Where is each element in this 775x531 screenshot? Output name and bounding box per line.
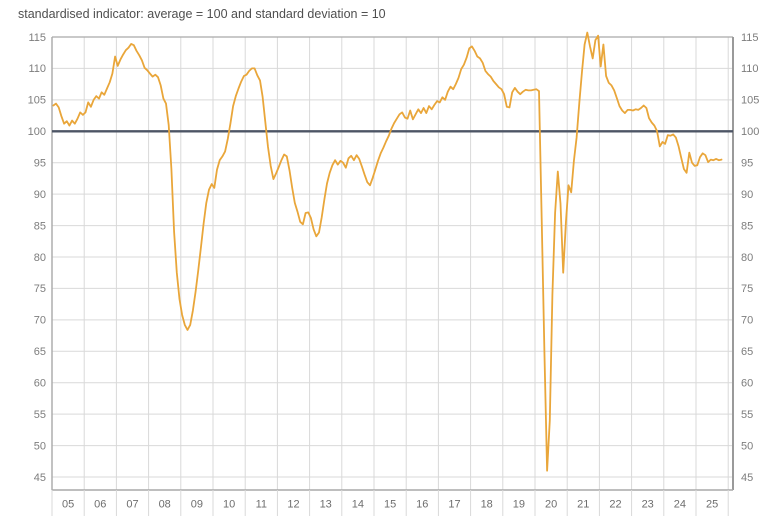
y-axis-tick-label-right: 80 xyxy=(741,252,753,264)
y-axis-tick-label-left: 110 xyxy=(28,63,46,75)
y-axis-tick-label-right: 115 xyxy=(741,32,759,44)
y-axis-tick-label-left: 115 xyxy=(28,32,46,44)
y-axis-tick-label-right: 95 xyxy=(741,158,753,170)
y-axis-tick-label-right: 50 xyxy=(741,440,753,452)
x-axis-tick-label: 12 xyxy=(287,499,299,511)
y-axis-tick-label-left: 90 xyxy=(34,189,46,201)
x-axis-tick-label: 17 xyxy=(448,499,460,511)
x-axis-tick-label: 24 xyxy=(674,499,686,511)
x-axis-tick-label: 22 xyxy=(609,499,621,511)
x-axis-tick-label: 06 xyxy=(94,499,106,511)
x-axis-tick-label: 19 xyxy=(513,499,525,511)
y-axis-tick-label-left: 55 xyxy=(34,409,46,421)
x-axis-tick-label: 05 xyxy=(62,499,74,511)
x-axis-tick-label: 21 xyxy=(577,499,589,511)
y-axis-tick-label-left: 70 xyxy=(34,315,46,327)
x-axis-tick-label: 18 xyxy=(481,499,493,511)
y-axis-tick-label-right: 55 xyxy=(741,409,753,421)
y-axis-tick-label-left: 80 xyxy=(34,252,46,264)
y-axis-tick-label-right: 100 xyxy=(741,126,759,138)
x-axis-tick-label: 08 xyxy=(159,499,171,511)
y-axis-tick-label-left: 65 xyxy=(34,346,46,358)
x-axis-tick-label: 07 xyxy=(126,499,138,511)
x-axis-tick-label: 13 xyxy=(320,499,332,511)
y-axis-tick-label-right: 65 xyxy=(741,346,753,358)
x-axis-tick-label: 09 xyxy=(191,499,203,511)
y-axis-tick-label-right: 90 xyxy=(741,189,753,201)
y-axis-tick-label-right: 75 xyxy=(741,283,753,295)
indicator-series-line xyxy=(52,31,723,472)
y-axis-tick-label-left: 85 xyxy=(34,220,46,232)
x-axis-tick-label: 25 xyxy=(706,499,718,511)
y-axis-tick-label-left: 105 xyxy=(28,95,46,107)
chart-title: standardised indicator: average = 100 an… xyxy=(18,7,386,21)
y-axis-tick-label-left: 100 xyxy=(28,126,46,138)
x-axis-tick-label: 15 xyxy=(384,499,396,511)
y-axis-tick-label-right: 70 xyxy=(741,315,753,327)
x-axis-tick-label: 23 xyxy=(642,499,654,511)
y-axis-tick-label-left: 50 xyxy=(34,440,46,452)
y-axis-tick-label-right: 60 xyxy=(741,378,753,390)
y-axis-tick-label-left: 60 xyxy=(34,378,46,390)
y-axis-tick-label-left: 95 xyxy=(34,158,46,170)
x-axis-tick-label: 11 xyxy=(256,499,267,511)
x-axis-tick-label: 16 xyxy=(416,499,428,511)
y-axis-tick-label-right: 105 xyxy=(741,95,759,107)
y-axis-tick-label-left: 45 xyxy=(34,472,46,484)
y-axis-tick-label-left: 75 xyxy=(34,283,46,295)
y-axis-tick-label-right: 45 xyxy=(741,472,753,484)
x-axis-tick-label: 20 xyxy=(545,499,557,511)
x-axis-tick-label: 14 xyxy=(352,499,364,511)
y-axis-tick-label-right: 110 xyxy=(741,63,759,75)
x-axis-tick-label: 10 xyxy=(223,499,235,511)
y-axis-tick-label-right: 85 xyxy=(741,220,753,232)
